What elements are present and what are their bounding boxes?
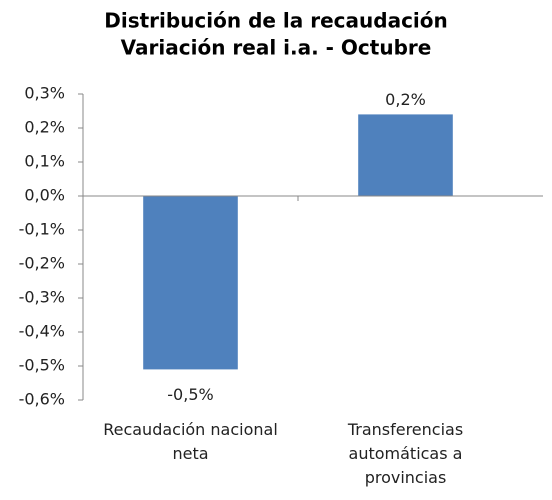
x-tick-label: Recaudación nacional neta — [103, 420, 278, 463]
y-tick-label: -0,1% — [19, 220, 65, 239]
value-label: -0,5% — [167, 385, 213, 404]
chart-subtitle: Variación real i.a. - Octubre — [121, 36, 432, 60]
y-tick-label: 0,2% — [24, 118, 65, 137]
y-tick-label: -0,6% — [19, 390, 65, 409]
y-tick-label: -0,4% — [19, 322, 65, 341]
x-tick-label: Transferencias automáticas a provincias — [347, 420, 464, 487]
bar — [358, 114, 453, 196]
y-tick-label: 0,0% — [24, 186, 65, 205]
y-tick-label: -0,3% — [19, 288, 65, 307]
chart-title: Distribución de la recaudación — [104, 9, 448, 33]
y-tick-label: -0,2% — [19, 254, 65, 273]
y-tick-label: 0,3% — [24, 84, 65, 103]
y-tick-label: -0,5% — [19, 356, 65, 375]
value-label: 0,2% — [385, 90, 426, 109]
bar — [143, 196, 238, 370]
y-tick-label: 0,1% — [24, 152, 65, 171]
